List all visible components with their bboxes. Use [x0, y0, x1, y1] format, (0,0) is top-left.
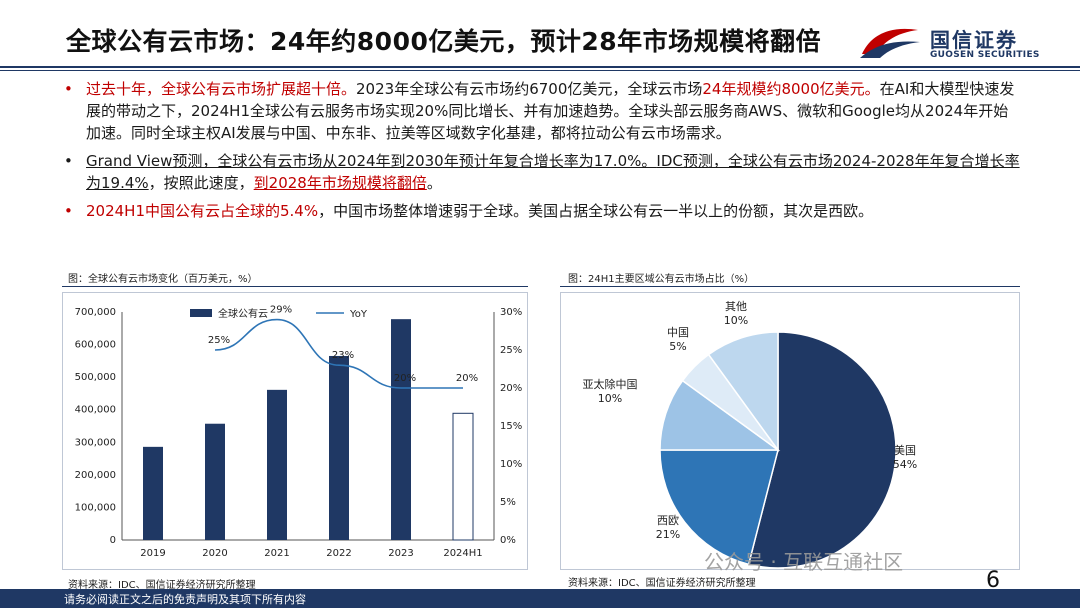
legend-bar-label: 全球公有云: [218, 307, 268, 320]
bullet-text: 2023年全球公有云市场约6700亿美元，全球云市场: [356, 80, 703, 98]
y-right-tick-label: 15%: [500, 421, 522, 432]
x-tick-label: 2021: [264, 548, 289, 559]
pie-label-value: 54%: [893, 458, 917, 471]
pie-slice-美国: [747, 331, 897, 569]
bullet-underlined: Grand View预测，全球公有云市场从2024年到2030年预计年复合增长率…: [86, 152, 657, 170]
page-title: 全球公有云市场：24年约8000亿美元，预计28年市场规模将翻倍: [66, 27, 822, 56]
pie-slice-西欧: [659, 449, 779, 566]
right-chart-rule: [560, 286, 1020, 287]
yoy-line: [214, 318, 463, 389]
y-left-tick-label: 0: [110, 535, 116, 546]
footer-bar: 请务必阅读正文之后的免责声明及其项下所有内容: [0, 589, 1080, 608]
pie-label-name: 亚太除中国: [583, 377, 638, 391]
logo-cn-text: 国信证券: [930, 28, 1018, 52]
right-chart-frame: [560, 292, 1020, 570]
logo-en-text: GUOSEN SECURITIES: [930, 50, 1040, 60]
bar-2019: [143, 446, 163, 540]
title-divider-thin: [0, 70, 1080, 71]
left-source: 资料来源：IDC、国信证券经济研究所整理: [68, 580, 256, 591]
bullet-underlined: IDC预测，全球公有云市场2024-2028年年复合增长率为19.4%: [86, 152, 1020, 192]
pie-label-value: 21%: [656, 528, 680, 541]
legend-line-label: YoY: [349, 309, 368, 320]
left-chart-rule: [62, 286, 528, 287]
guosen-logo-icon: [860, 28, 920, 58]
right-chart-title: 图：24H1主要区域公有云市场占比（%）: [568, 274, 755, 285]
yoy-data-label: 23%: [332, 350, 354, 361]
bullet-list: • 过去十年，全球公有云市场扩展超十倍。2023年全球公有云市场约6700亿美元…: [62, 78, 1022, 228]
yoy-data-label: 20%: [456, 373, 478, 384]
pie-label-name: 西欧: [657, 514, 679, 527]
bullet-text: 在AI和大模型快速发展的带动之下，2024H1全球公有云服务市场实现20%同比增…: [86, 80, 1015, 142]
bullet-red-tail: 到2028年市场规模将翻倍: [253, 174, 427, 192]
y-right-tick-label: 25%: [500, 345, 522, 356]
yoy-data-label: 20%: [394, 373, 416, 384]
pie-label-value: 10%: [724, 314, 748, 327]
left-chart-title: 图：全球公有云市场变化（百万美元，%）: [68, 274, 258, 285]
y-left-tick-label: 200,000: [75, 470, 116, 481]
y-left-tick-label: 100,000: [75, 502, 116, 513]
bullet-text: 。: [426, 174, 442, 192]
y-right-tick-label: 10%: [500, 459, 522, 470]
x-tick-label: 2024H1: [443, 548, 482, 559]
y-left-tick-label: 500,000: [75, 372, 116, 383]
bullet-red-mid: 24年规模约8000亿美元。: [702, 80, 880, 98]
yoy-data-label: 29%: [270, 305, 292, 316]
y-left-tick-label: 600,000: [75, 340, 116, 351]
bar-2022: [329, 355, 349, 540]
bar-2024H1: [452, 412, 474, 541]
x-tick-label: 2023: [388, 548, 413, 559]
bullet-item: • 2024H1中国公有云占全球的5.4%，中国市场整体增速弱于全球。美国占据全…: [62, 200, 1022, 222]
x-tick-label: 2022: [326, 548, 351, 559]
bullet-red-lead: 2024H1中国公有云占全球的5.4%: [86, 202, 319, 220]
y-left-tick-label: 300,000: [75, 437, 116, 448]
bullet-text: ，中国市场整体增速弱于全球。美国占据全球公有云一半以上的份额，其次是西欧。: [318, 202, 874, 220]
yoy-data-label: 25%: [208, 335, 230, 346]
x-tick-label: 2020: [202, 548, 227, 559]
y-right-tick-label: 0%: [500, 535, 516, 546]
y-right-tick-label: 5%: [500, 497, 516, 508]
legend-bar-swatch: [190, 309, 212, 317]
bullet-red-lead: 过去十年，全球公有云市场扩展超十倍。: [86, 80, 357, 98]
bar-line-chart: 0 100,000 200,000 300,000 400,000 500,000 600,…: [75, 305, 523, 559]
pie-label-value: 5%: [669, 340, 686, 353]
pie-label-name: 其他: [725, 300, 747, 313]
y-right-tick-label: 20%: [500, 383, 522, 394]
pie-slice-亚太除中国: [659, 379, 781, 451]
bar-2023: [391, 319, 411, 540]
x-tick-label: 2019: [140, 548, 165, 559]
bullet-dot-icon: •: [64, 80, 73, 98]
y-left-tick-label: 700,000: [75, 307, 116, 318]
bullet-dot-icon: •: [64, 152, 73, 170]
title-divider: [0, 66, 1080, 68]
watermark: 公众号 · 互联互通社区: [704, 550, 904, 574]
bullet-item: • Grand View预测，全球公有云市场从2024年到2030年预计年复合增…: [62, 150, 1022, 194]
bullet-text: ，按照此速度，: [148, 174, 254, 192]
pie-label-value: 10%: [598, 392, 622, 405]
left-chart-frame: [62, 292, 528, 570]
bullet-item: • 过去十年，全球公有云市场扩展超十倍。2023年全球公有云市场约6700亿美元…: [62, 78, 1022, 144]
bar-2021: [267, 389, 287, 540]
pie-slice-其他: [707, 331, 779, 453]
bar-2020: [205, 423, 225, 540]
bullet-dot-icon: •: [64, 202, 73, 220]
brand-logo: 国信证券 GUOSEN SECURITIES: [858, 18, 1058, 64]
pie-label-name: 中国: [667, 326, 689, 339]
right-source: 资料来源：IDC、国信证券经济研究所整理: [568, 578, 756, 589]
y-left-tick-label: 400,000: [75, 405, 116, 416]
y-right-tick-label: 30%: [500, 307, 522, 318]
footer-disclaimer: 请务必阅读正文之后的免责声明及其项下所有内容: [64, 593, 306, 606]
pie-label-name: 美国: [894, 444, 916, 457]
page-number: 6: [986, 568, 1000, 593]
title-bar: 全球公有云市场：24年约8000亿美元，预计28年市场规模将翻倍 国信证券 GU…: [0, 0, 1080, 76]
